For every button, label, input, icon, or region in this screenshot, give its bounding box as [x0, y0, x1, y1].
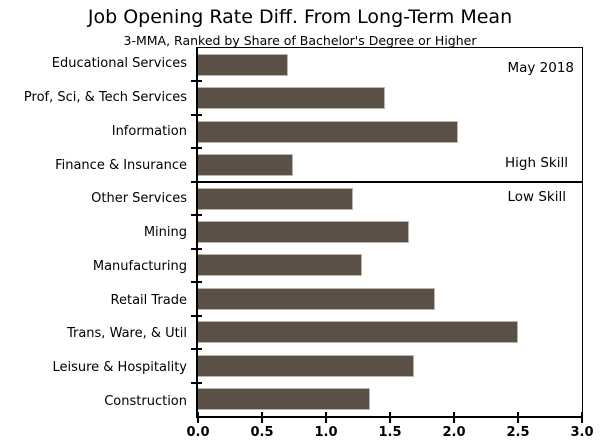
- y-tick: [191, 281, 202, 284]
- category-label: Construction: [104, 393, 187, 409]
- x-tick-label: 1.5: [378, 425, 402, 440]
- bar-row: [198, 249, 582, 282]
- bar: [198, 53, 288, 76]
- x-tick-label: 2.0: [442, 425, 466, 440]
- y-tick: [191, 247, 202, 250]
- x-tick: [325, 412, 327, 423]
- chart-title: Job Opening Rate Diff. From Long-Term Me…: [87, 6, 513, 28]
- x-tick: [261, 412, 263, 423]
- x-tick-label: 0.5: [250, 425, 274, 440]
- bar-row: [198, 316, 582, 349]
- y-tick: [191, 80, 202, 83]
- bar: [198, 287, 435, 310]
- x-tick-label: 0.0: [186, 425, 210, 440]
- bar-row: [198, 349, 582, 382]
- bar: [198, 321, 518, 344]
- y-tick: [191, 348, 202, 351]
- bar: [198, 120, 458, 143]
- bar-row: [198, 282, 582, 315]
- category-label: Manufacturing: [92, 258, 187, 274]
- category-label: Educational Services: [51, 56, 187, 72]
- bar: [198, 220, 410, 243]
- category-label: Retail Trade: [110, 292, 187, 308]
- y-tick: [191, 381, 202, 384]
- y-tick: [191, 314, 202, 317]
- bar: [198, 354, 415, 377]
- x-tick-label: 2.5: [506, 425, 530, 440]
- date-annotation: May 2018: [507, 60, 574, 76]
- x-tick: [197, 412, 199, 423]
- skill-divider: [196, 180, 582, 183]
- x-tick: [453, 412, 455, 423]
- bar: [198, 87, 385, 110]
- chart-subtitle: 3-MMA, Ranked by Share of Bachelor's Deg…: [123, 33, 477, 48]
- x-tick-label: 3.0: [570, 425, 594, 440]
- bar: [198, 154, 293, 177]
- category-label: Trans, Ware, & Util: [66, 326, 187, 342]
- low-skill-annotation: Low Skill: [507, 189, 566, 205]
- y-tick: [191, 147, 202, 150]
- bar-row: [198, 148, 582, 181]
- category-label: Other Services: [91, 191, 187, 207]
- x-tick: [389, 412, 391, 423]
- y-tick: [191, 214, 202, 217]
- bar-row: [198, 48, 582, 81]
- x-tick: [581, 412, 583, 423]
- high-skill-annotation: High Skill: [505, 155, 568, 171]
- bar-row: [198, 115, 582, 148]
- y-tick: [191, 180, 202, 183]
- plot-area: 0.0 0.5 1.0 1.5 2.0 2.5 3.0 May 2018 High Skil…: [186, 47, 594, 440]
- bar: [198, 388, 370, 411]
- x-axis-labels: 0.0 0.5 1.0 1.5 2.0 2.5 3.0: [186, 416, 593, 444]
- bar-row: [198, 383, 582, 416]
- bar: [198, 187, 353, 210]
- bars-area: [198, 48, 582, 416]
- category-label: Prof, Sci, & Tech Services: [23, 90, 187, 106]
- x-tick: [517, 412, 519, 423]
- bar: [198, 254, 362, 277]
- category-label: Leisure & Hospitality: [52, 359, 187, 375]
- category-label: Finance & Insurance: [55, 157, 187, 173]
- y-tick: [191, 113, 202, 116]
- category-label: Information: [111, 123, 187, 139]
- category-labels: Educational Services Prof, Sci, & Tech Se…: [0, 47, 187, 418]
- bar-row: [198, 182, 582, 215]
- bar-row: [198, 81, 582, 114]
- x-tick-label: 1.0: [314, 425, 338, 440]
- category-label: Mining: [143, 225, 187, 241]
- bar-row: [198, 215, 582, 248]
